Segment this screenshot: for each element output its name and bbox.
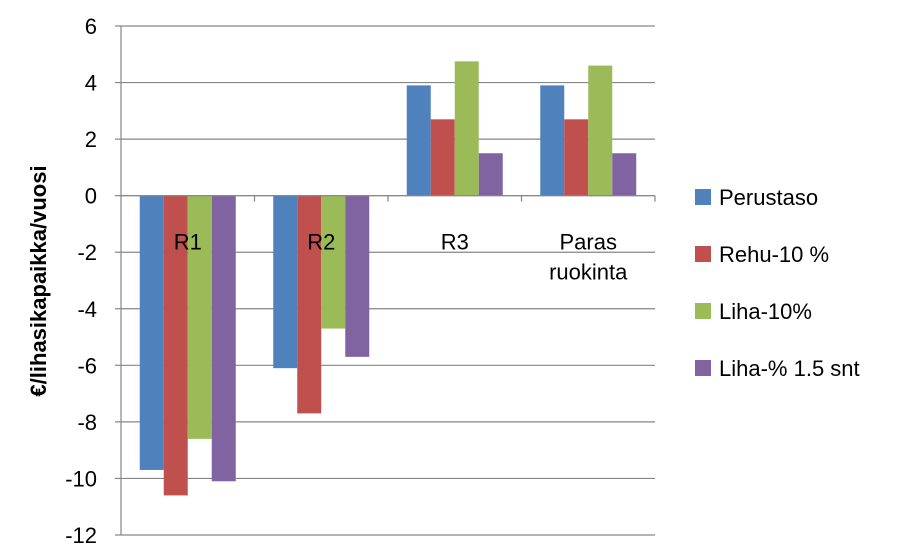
bar-4-4 [612, 153, 637, 196]
y-tick-label: 2 [85, 127, 97, 152]
bar-2-2 [297, 195, 322, 414]
category-label: Paras [560, 230, 617, 255]
bar-4-2 [345, 195, 370, 357]
legend-swatch [695, 303, 711, 319]
category-label: R1 [174, 230, 202, 255]
bar-1-4 [540, 85, 565, 196]
category-label: R2 [307, 230, 335, 255]
y-axis-label: €/lihasikapaikka/vuosi [26, 165, 51, 396]
bar-2-4 [564, 119, 589, 196]
bar-3-1 [187, 195, 212, 439]
bar-2-3 [430, 119, 455, 196]
bar-2-1 [163, 195, 188, 496]
bar-1-3 [406, 85, 431, 196]
category-labels: R1 R2 R3 Paras ruokinta [174, 230, 628, 285]
category-label: ruokinta [549, 260, 628, 285]
y-tick-label: 4 [85, 71, 97, 96]
legend-swatch [695, 360, 711, 376]
bars [139, 61, 637, 496]
bar-1-2 [273, 195, 298, 369]
y-tick-label: 0 [85, 184, 97, 209]
y-tick-labels: 6 4 2 0 -2 -4 -6 -8 -10 -12 [65, 14, 97, 544]
bar-3-3 [454, 61, 479, 196]
legend-label: Perustaso [719, 185, 818, 210]
legend-label: Liha-10% [719, 299, 812, 324]
bar-1-1 [139, 195, 164, 470]
legend-swatch [695, 189, 711, 205]
y-tick-label: -8 [77, 410, 97, 435]
y-tick-label: -6 [77, 353, 97, 378]
legend-label: Rehu-10 % [719, 242, 829, 267]
y-tick-label: -2 [77, 240, 97, 265]
y-tick-label: -12 [65, 523, 97, 544]
bar-4-1 [211, 195, 236, 482]
category-label: R3 [441, 230, 469, 255]
legend: Perustaso Rehu-10 % Liha-10% Liha-% 1.5 snt [695, 185, 860, 381]
legend-label: Liha-% 1.5 snt [719, 356, 860, 381]
bar-3-2 [321, 195, 346, 329]
bar-3-4 [588, 65, 613, 196]
bar-4-3 [478, 153, 503, 196]
y-tick-label: -4 [77, 297, 97, 322]
y-tick-label: 6 [85, 14, 97, 39]
axes [115, 25, 656, 536]
legend-swatch [695, 246, 711, 262]
y-tick-label: -10 [65, 466, 97, 491]
